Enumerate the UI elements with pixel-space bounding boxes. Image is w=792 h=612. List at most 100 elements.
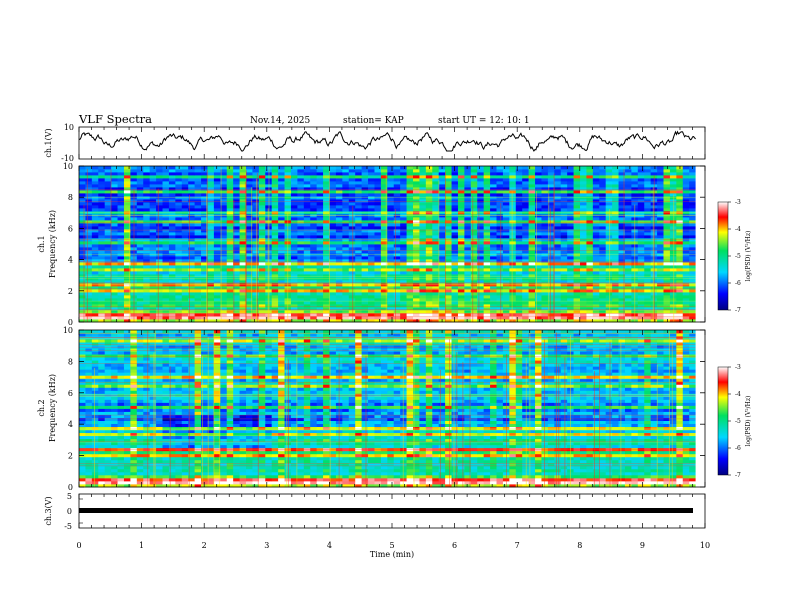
spectrogram-cell (586, 289, 594, 293)
spectrogram-cell (162, 247, 170, 251)
spectrogram-cell (483, 250, 491, 254)
spectrogram-cell (689, 217, 697, 221)
spectrogram-cell (271, 280, 279, 284)
spectrogram-cell (451, 247, 459, 251)
spectrogram-cell (233, 247, 240, 251)
spectrogram-cell (483, 259, 491, 263)
spectrogram-cell (522, 175, 530, 179)
spectrogram-cell (515, 271, 523, 275)
spectrogram-cell (335, 268, 343, 272)
spectrogram-cell (168, 256, 176, 260)
spectrogram-cell (168, 265, 176, 269)
spectrogram-cell (599, 205, 607, 209)
spectrogram-cell (220, 181, 228, 185)
spectrogram-cell (85, 310, 93, 314)
spectrogram-cell (149, 172, 157, 176)
spectrogram-cell (393, 208, 401, 212)
spectrogram-cell (509, 280, 517, 284)
spectrogram-cell (111, 202, 118, 206)
spectrogram-cell (239, 187, 247, 191)
spectrogram-cell (637, 220, 645, 224)
spectrogram-cell (207, 205, 215, 209)
spectrogram-cell (85, 289, 93, 293)
spectrogram-cell (162, 238, 170, 242)
spectrogram-cell (316, 220, 324, 224)
spectrogram-cell (136, 178, 144, 182)
spectrogram-cell (432, 202, 440, 206)
spectrogram-cell (271, 274, 279, 278)
spectrogram-cell (335, 244, 343, 248)
spectrogram-cell (567, 256, 574, 260)
spectrogram-cell (477, 241, 485, 245)
spectrogram-cell (290, 319, 298, 323)
spectrogram-cell (605, 250, 613, 254)
spectrogram-cell (162, 229, 170, 233)
spectrogram-cell (374, 172, 382, 176)
spectrogram-cell (220, 178, 228, 182)
spectrogram-cell (464, 298, 472, 302)
spectrogram-cell (400, 259, 407, 263)
spectrogram-cell (207, 307, 215, 311)
spectrogram-cell (464, 220, 472, 224)
spectrogram-cell (117, 310, 125, 314)
spectrogram-cell (528, 196, 536, 200)
spectrogram-cell (599, 199, 607, 203)
spectrogram-cell (290, 241, 298, 245)
spectrogram-cell (644, 217, 652, 221)
spectrogram-cell (220, 280, 228, 284)
spectrogram-cell (400, 307, 407, 311)
spectrogram-cell (515, 301, 523, 305)
spectrogram-cell (239, 244, 247, 248)
spectrogram-cell (348, 262, 356, 266)
spectrogram-cell (149, 298, 157, 302)
spectrogram-cell (663, 295, 671, 299)
spectrogram-cell (175, 271, 183, 275)
spectrogram-cell (644, 229, 652, 233)
spectrogram-cell (413, 286, 420, 290)
spectrogram-cell (303, 199, 311, 203)
spectrogram-cell (547, 229, 555, 233)
spectrogram-cell (149, 217, 157, 221)
spectrogram-cell (149, 208, 157, 212)
spectrogram-cell (502, 229, 510, 233)
spectrogram-cell (98, 250, 106, 254)
spectrogram-cell (284, 193, 292, 197)
spectrogram-cell (297, 298, 305, 302)
spectrogram-cell (657, 292, 664, 296)
spectrogram-cell (233, 205, 240, 209)
spectrogram-cell (297, 208, 305, 212)
spectrogram-cell (445, 241, 452, 245)
spectrogram-cell (213, 217, 221, 221)
spectrogram-cell (149, 232, 157, 236)
spectrogram-cell (400, 175, 407, 179)
spectrogram-cell (612, 316, 619, 320)
spectrogram-cell (297, 190, 305, 194)
spectrogram-cell (560, 265, 568, 269)
spectrogram-cell (290, 217, 298, 221)
spectrogram-cell (657, 175, 664, 179)
spectrogram-cell (213, 292, 221, 296)
spectrogram-cell (573, 274, 581, 278)
spectrogram-cell (618, 244, 626, 248)
spectrogram-cell (522, 280, 530, 284)
spectrogram-cell (438, 169, 446, 173)
spectrogram-cell (156, 313, 163, 317)
spectrogram-cell (342, 283, 350, 287)
spectrogram-cell (657, 274, 664, 278)
spectrogram-cell (233, 169, 240, 173)
spectrogram-cell (393, 271, 401, 275)
spectrogram-cell (624, 193, 632, 197)
spectrogram-cell (368, 175, 375, 179)
spectrogram-cell (669, 289, 677, 293)
spectrogram-cell (669, 199, 677, 203)
spectrogram-cell (483, 313, 491, 317)
spectrogram-cell (323, 193, 330, 197)
spectrogram-cell (522, 247, 530, 251)
spectrogram-cell (368, 304, 375, 308)
spectrogram-cell (413, 187, 420, 191)
spectrogram-cell (233, 319, 240, 323)
spectrogram-cell (387, 169, 395, 173)
spectrogram-cell (310, 289, 318, 293)
spectrogram-cell (425, 217, 433, 221)
spectrogram-cell (213, 187, 221, 191)
